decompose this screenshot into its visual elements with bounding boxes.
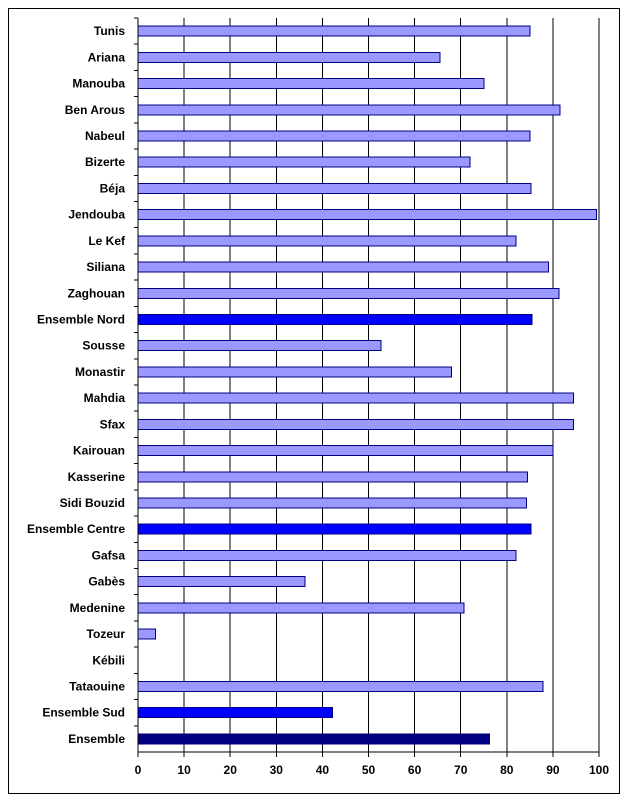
x-tick-label: 50 [362, 763, 376, 777]
category-label: Medenine [70, 601, 126, 615]
bar [137, 680, 544, 692]
bar [137, 104, 561, 116]
x-tick-label: 70 [454, 763, 468, 777]
x-tick-label: 10 [177, 763, 191, 777]
x-tick-label: 60 [408, 763, 422, 777]
category-label: Nabeul [85, 129, 125, 143]
category-label: Gafsa [92, 548, 126, 562]
bar [137, 392, 575, 404]
bar [137, 130, 531, 142]
bar [137, 523, 532, 535]
category-label: Kasserine [68, 470, 126, 484]
category-label: Kébili [92, 653, 125, 667]
x-tick-label: 30 [270, 763, 284, 777]
bar [137, 549, 517, 561]
bar [137, 445, 554, 457]
x-tick-label: 90 [546, 763, 560, 777]
category-label: Ensemble [68, 732, 125, 746]
category-label: Tunis [94, 24, 125, 38]
bars [137, 25, 598, 745]
bar [137, 576, 306, 588]
x-tick-label: 80 [500, 763, 514, 777]
category-label: Bizerte [85, 155, 125, 169]
category-label: Sfax [100, 417, 126, 431]
category-label: Mahdia [84, 391, 126, 405]
x-tick-labels: 0 10 20 30 40 50 60 70 80 90 100 [135, 763, 610, 777]
category-label: Monastir [75, 365, 125, 379]
category-label: Ben Arous [65, 103, 126, 117]
x-tick-label: 100 [589, 763, 609, 777]
category-labels: Tunis Ariana Manouba Ben Arous Nabeul Bizerte… [27, 24, 126, 746]
category-label: Tataouine [69, 679, 125, 693]
bar [137, 733, 491, 745]
bar [137, 25, 531, 37]
bar [137, 471, 529, 483]
bar [137, 51, 441, 63]
x-tick-label: 20 [224, 763, 238, 777]
category-label: Zaghouan [68, 286, 125, 300]
category-label: Ensemble Centre [27, 522, 125, 536]
category-label: Sidi Bouzid [60, 496, 125, 510]
category-label: Manouba [72, 77, 125, 91]
bar [137, 287, 560, 299]
x-tick-label: 40 [316, 763, 330, 777]
category-label: Siliana [86, 260, 125, 274]
bar [137, 707, 334, 719]
bar [137, 313, 533, 325]
bar [137, 418, 575, 430]
category-label: Ensemble Nord [37, 312, 125, 326]
category-label: Gabès [88, 575, 125, 589]
x-tick-label: 0 [135, 763, 142, 777]
category-label: Ariana [88, 50, 126, 64]
bar [137, 261, 549, 273]
bar [137, 602, 465, 614]
bar [137, 209, 598, 221]
grid-lines [183, 18, 600, 752]
bar [137, 497, 528, 509]
bar [137, 628, 157, 640]
category-label: Le Kef [88, 234, 126, 248]
category-label: Kairouan [73, 444, 125, 458]
category-label: Béja [100, 181, 126, 195]
bar [137, 78, 485, 90]
axes [134, 17, 600, 757]
bar [137, 156, 471, 168]
bar [137, 235, 517, 247]
category-label: Ensemble Sud [42, 706, 125, 720]
bar [137, 340, 382, 352]
bar [137, 182, 532, 194]
category-label: Jendouba [68, 208, 125, 222]
bar [137, 366, 452, 378]
category-label: Sousse [82, 339, 125, 353]
category-label: Tozeur [87, 627, 126, 641]
